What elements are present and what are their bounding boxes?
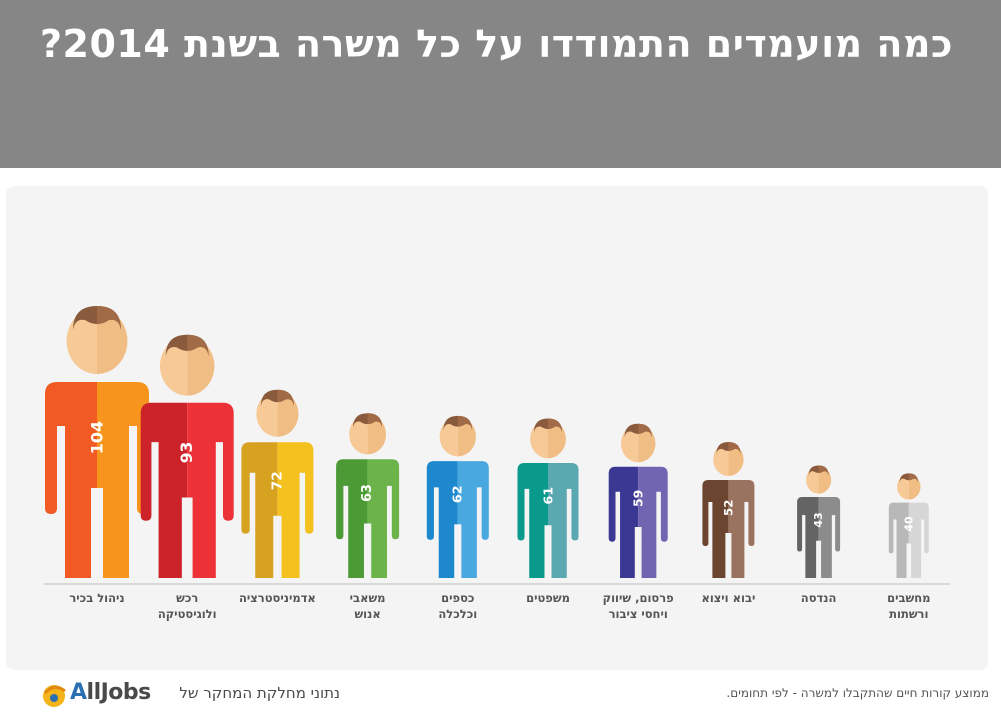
- figure-body-right: [548, 463, 579, 578]
- category-label-4-line-2: אנוש: [354, 607, 380, 621]
- figure-body-right: [908, 502, 929, 578]
- figure-hair-shade: [908, 473, 919, 483]
- page-title: כמה מועמדים התמודדו על כל משרה בשנת 2014…: [40, 22, 953, 66]
- category-label-10-line-2: ורשתות: [889, 607, 928, 621]
- person-figure-8: [702, 442, 755, 578]
- value-label-5: 62: [450, 485, 465, 503]
- figure-body-right: [638, 466, 668, 578]
- category-label-8: יבוא ויצוא: [701, 591, 755, 605]
- figure-hair-shade: [187, 334, 209, 357]
- value-label-1: 104: [88, 421, 107, 454]
- chart-panel: 104 ניהול בכיר 93 רכש ולוגיסטיקה 72 אדמיניסטרצ…: [6, 186, 988, 670]
- header-banner: כמה מועמדים התמודדו על כל משרה בשנת 2014…: [0, 0, 1001, 168]
- category-label-6: משפטים: [526, 591, 570, 605]
- source-text: נתוני מחלקת המחקר של: [179, 684, 340, 702]
- figure-body-left: [517, 463, 548, 578]
- figure-hair-shade: [548, 418, 563, 433]
- alljobs-logo: [43, 685, 66, 707]
- person-figure-1: [45, 306, 149, 578]
- person-figure-10: [888, 473, 929, 578]
- figure-hair-shade: [457, 415, 473, 431]
- figure-body-left: [241, 442, 278, 578]
- figure-body-left: [702, 480, 729, 578]
- figure-body-right: [818, 496, 841, 578]
- value-label-3: 72: [269, 471, 285, 490]
- value-label-10: 40: [902, 516, 915, 532]
- category-label-9: הנדסה: [801, 591, 837, 605]
- value-label-8: 52: [721, 500, 735, 516]
- figure-body-left: [140, 402, 188, 578]
- category-label-7-line-2: ויחסי ציבור: [609, 607, 668, 621]
- category-label-2-line-1: רכש: [176, 591, 198, 605]
- category-label-5-line-2: וכלכלה: [438, 607, 477, 621]
- figure-body-right: [97, 382, 149, 578]
- value-label-2: 93: [178, 442, 196, 464]
- category-label-3: אדמיניסטרציה: [239, 591, 316, 605]
- figure-hair-shade: [728, 442, 741, 454]
- category-label-10-line-1: מחשבים: [887, 591, 930, 605]
- figure-body-left: [336, 459, 368, 578]
- figure-hair-shade: [277, 389, 295, 407]
- footnote: ממוצע קורות חיים שהתקבלו למשרה - לפי תחו…: [726, 686, 989, 700]
- category-label-4-line-1: משאבי: [350, 591, 386, 605]
- person-figure-2: [140, 334, 234, 578]
- person-figure-7: [608, 423, 668, 578]
- figure-body-right: [367, 459, 400, 578]
- figure-body-left: [888, 502, 909, 578]
- figure-hair-shade: [818, 465, 829, 476]
- figure-body-left: [797, 496, 819, 578]
- person-figure-3: [241, 389, 314, 578]
- category-label-7-line-1: פרסום, שיווק: [603, 591, 674, 605]
- value-label-4: 63: [360, 484, 375, 502]
- person-figure-5: [426, 415, 489, 578]
- figure-body-right: [457, 461, 489, 578]
- figure-body-left: [426, 461, 458, 578]
- category-label-1: ניהול בכיר: [69, 591, 124, 605]
- value-label-6: 61: [541, 487, 556, 505]
- chart-svg: 104 ניהול בכיר 93 רכש ולוגיסטיקה 72 אדמיניסטרצ…: [44, 306, 950, 621]
- value-label-9: 43: [812, 512, 825, 527]
- figure-body-right: [187, 402, 234, 578]
- value-label-7: 59: [631, 490, 646, 507]
- category-label-2-line-2: ולוגיסטיקה: [158, 607, 217, 621]
- figure-body-left: [45, 382, 97, 578]
- figure-body-right: [728, 480, 755, 578]
- person-figure-9: [797, 465, 841, 578]
- figure-body-left: [608, 466, 639, 578]
- alljobs-logo-text: AllJobs: [70, 680, 151, 705]
- figure-body-right: [277, 442, 314, 578]
- category-label-5-line-1: כספים: [441, 591, 474, 605]
- figure-hair-shade: [367, 413, 383, 428]
- person-figure-4: [336, 413, 400, 578]
- figure-hair-shade: [638, 423, 652, 438]
- person-figure-6: [517, 418, 579, 578]
- figure-hair-shade: [97, 306, 121, 330]
- source-credit: AllJobs נתוני מחלקת המחקר של: [40, 676, 340, 712]
